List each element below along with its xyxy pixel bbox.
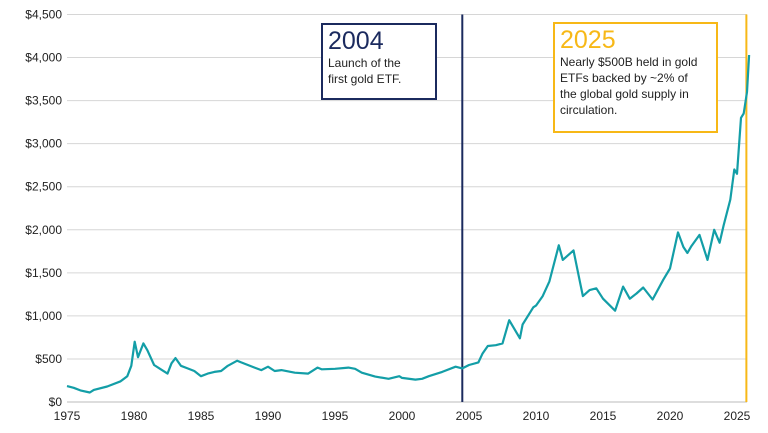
x-tick-label: 1995 bbox=[322, 409, 349, 423]
y-tick-label: $2,500 bbox=[25, 180, 62, 194]
annotation-2004: 2004 Launch of the first gold ETF. bbox=[321, 23, 437, 100]
x-tick-label: 1975 bbox=[54, 409, 81, 423]
x-tick-label: 2020 bbox=[657, 409, 684, 423]
x-tick-label: 2015 bbox=[590, 409, 617, 423]
annotation-2025-line-1: Nearly $500B held in gold bbox=[560, 55, 698, 69]
gold-price-line bbox=[66, 54, 751, 394]
annotation-2025-year: 2025 bbox=[560, 26, 616, 54]
annotation-2025-line-4: circulation. bbox=[560, 103, 618, 117]
x-tick-label: 1985 bbox=[188, 409, 215, 423]
y-tick-label: $1,500 bbox=[25, 266, 62, 280]
y-tick-label: $3,500 bbox=[25, 94, 62, 108]
y-tick-label: $4,000 bbox=[25, 51, 62, 65]
annotation-2025-line-3: the global gold supply in bbox=[560, 87, 689, 101]
annotation-2004-line-2: first gold ETF. bbox=[328, 72, 402, 86]
annotation-2004-line-1: Launch of the bbox=[328, 56, 401, 70]
y-tick-label: $2,000 bbox=[25, 223, 62, 237]
y-tick-label: $1,000 bbox=[25, 309, 62, 323]
y-tick-label: $3,000 bbox=[25, 137, 62, 151]
y-tick-label: $4,500 bbox=[25, 8, 62, 22]
y-tick-label: $0 bbox=[49, 395, 63, 409]
x-tick-label: 1990 bbox=[255, 409, 282, 423]
x-tick-label: 2010 bbox=[523, 409, 550, 423]
annotation-2025: 2025 Nearly $500B held in gold ETFs back… bbox=[553, 22, 718, 133]
x-tick-label: 2025 bbox=[724, 409, 751, 423]
x-tick-label: 2000 bbox=[389, 409, 416, 423]
annotation-2025-line-2: ETFs backed by ~2% of bbox=[560, 71, 688, 85]
x-tick-label: 1980 bbox=[121, 409, 148, 423]
annotation-2004-year: 2004 bbox=[328, 27, 384, 55]
y-tick-label: $500 bbox=[35, 352, 62, 366]
x-tick-label: 2005 bbox=[456, 409, 483, 423]
